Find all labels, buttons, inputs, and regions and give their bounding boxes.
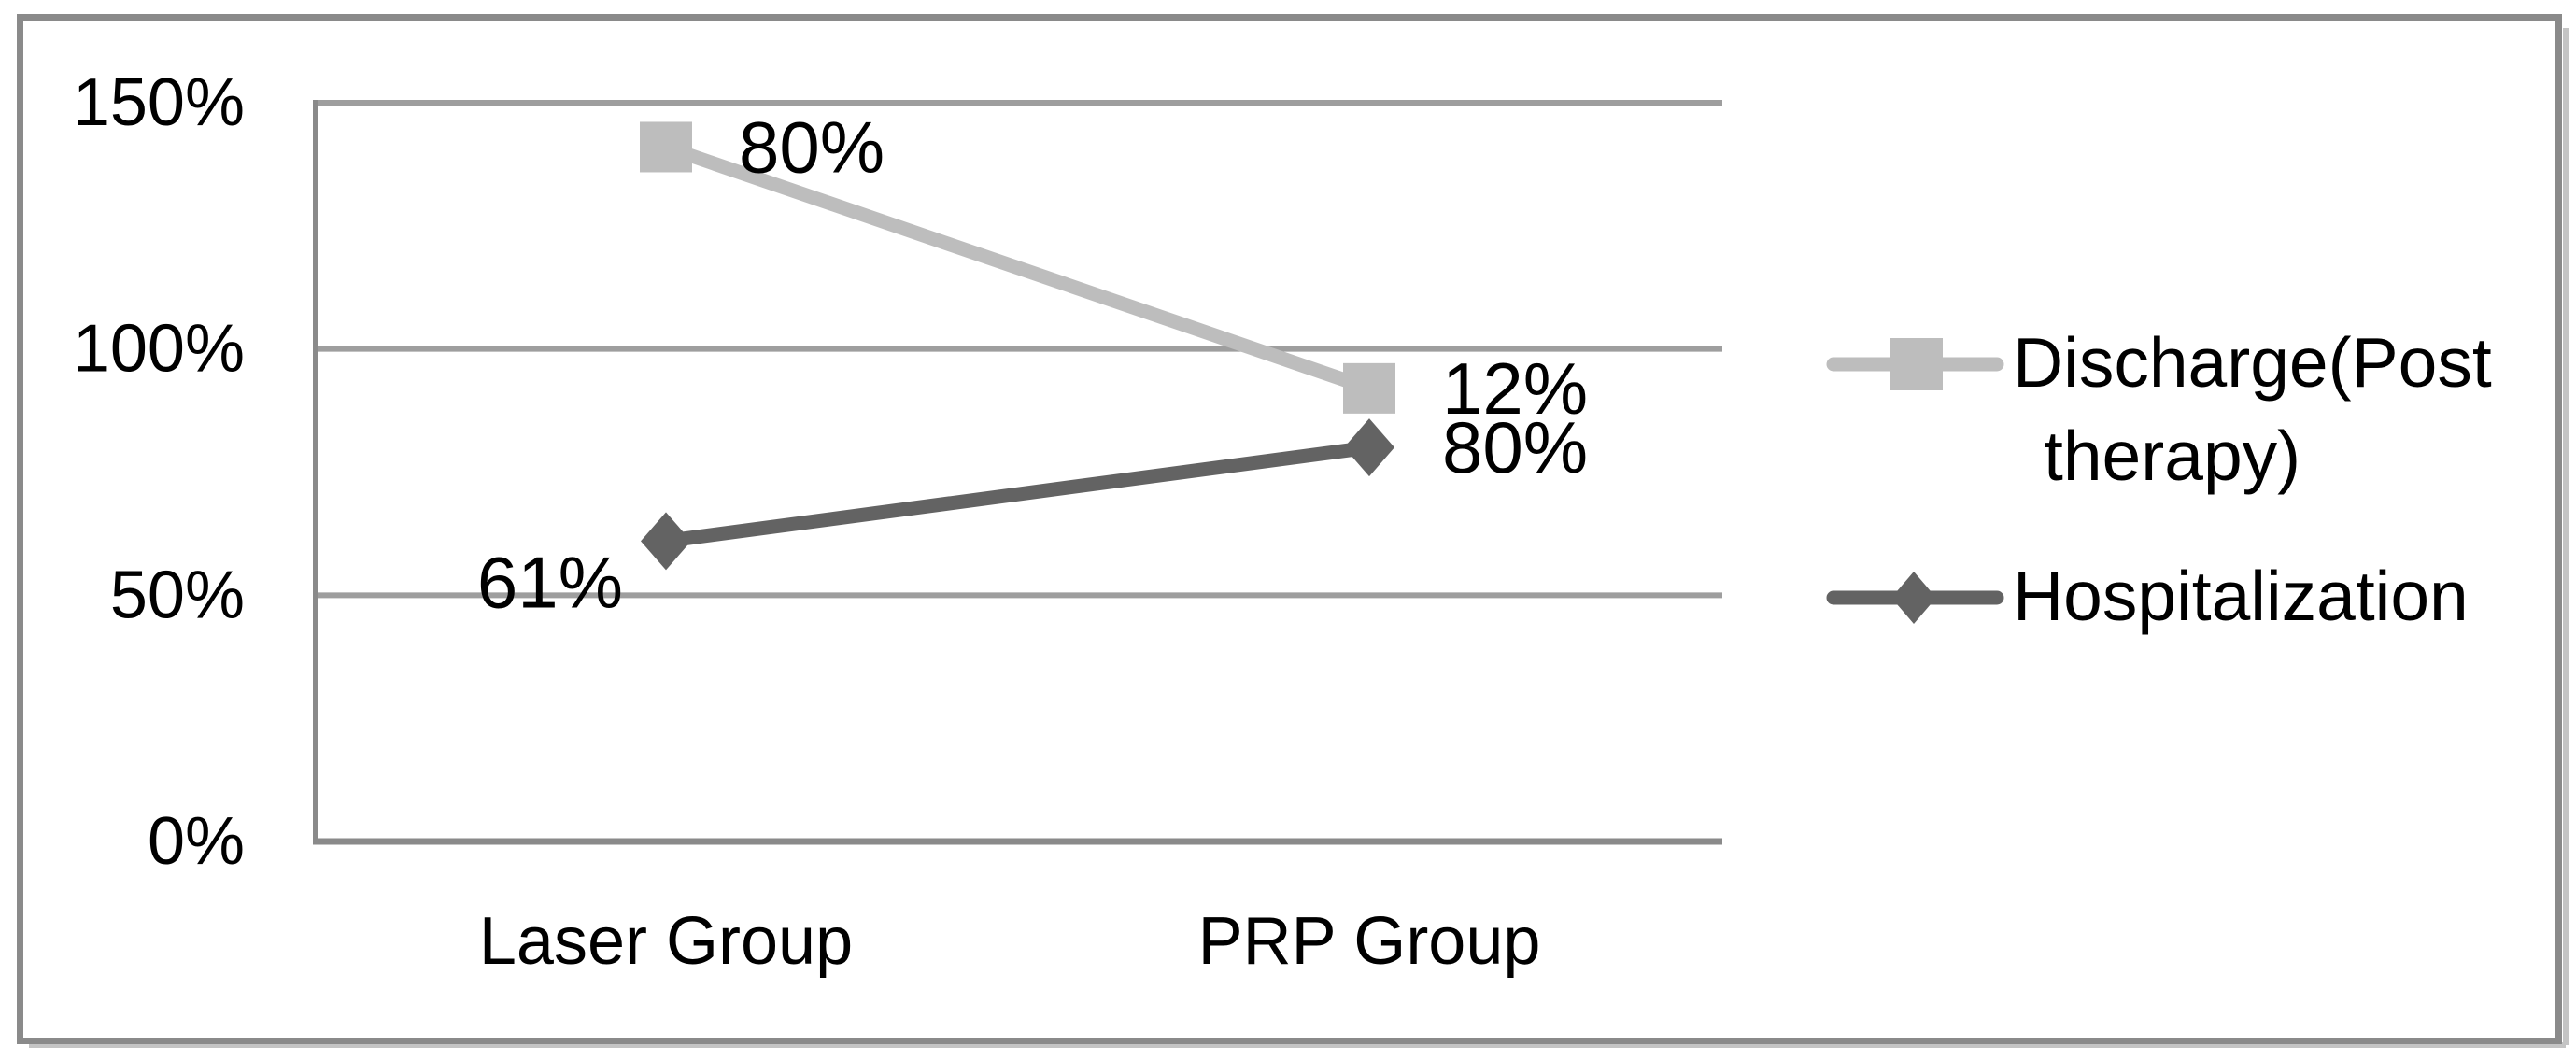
chart-outer-border xyxy=(17,14,2562,1044)
legend-square-icon xyxy=(1890,338,1943,390)
legend-label-hospitalization: Hospitalization xyxy=(2013,557,2469,635)
legend-label-discharge-post-therapy-line2: therapy) xyxy=(2044,417,2300,495)
x-tick-label-prp-group: PRP Group xyxy=(1198,904,1541,979)
legend-diamond-icon xyxy=(1891,572,1936,624)
y-tick-label-150: 150% xyxy=(73,65,245,140)
data-label-hospitalization-prp-group: 80% xyxy=(1442,406,1588,488)
legend-label-discharge-post-therapy: Discharge(Post xyxy=(2013,323,2492,402)
marker-square-prp-group xyxy=(1343,362,1395,414)
y-tick-label-0: 0% xyxy=(148,804,245,879)
data-label-hospitalization-laser-group: 61% xyxy=(477,541,623,623)
series-line-hospitalization xyxy=(665,440,1370,548)
data-label-discharge-post-therapy-prp-group: 12% xyxy=(1442,347,1588,430)
marker-diamond-laser-group xyxy=(641,512,691,571)
y-tick-label-50: 50% xyxy=(110,558,245,632)
marker-diamond-prp-group xyxy=(1344,418,1394,477)
data-label-discharge-post-therapy-laser-group: 80% xyxy=(739,106,885,188)
y-tick-label-100: 100% xyxy=(73,312,245,387)
series-line-discharge-post-therapy xyxy=(663,140,1372,395)
marker-square-laser-group xyxy=(640,121,692,173)
x-tick-label-laser-group: Laser Group xyxy=(479,904,853,979)
